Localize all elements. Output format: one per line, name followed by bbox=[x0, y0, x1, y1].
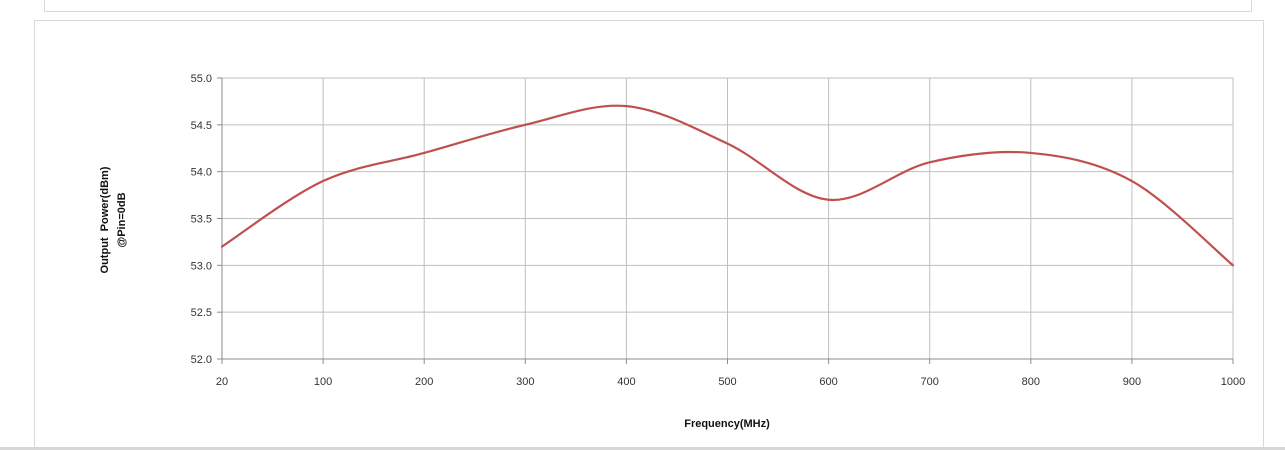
x-axis-title: Frequency(MHz) bbox=[684, 418, 770, 430]
x-tick-label: 700 bbox=[921, 376, 939, 388]
x-tick-label: 300 bbox=[516, 376, 534, 388]
series-line bbox=[220, 104, 1235, 267]
grid-lines bbox=[217, 77, 1234, 364]
x-tick-label: 900 bbox=[1123, 376, 1141, 388]
x-tick-label: 600 bbox=[819, 376, 837, 388]
x-tick-label: 500 bbox=[718, 376, 736, 388]
x-tick-label: 1000 bbox=[1221, 376, 1245, 388]
x-tick-label: 800 bbox=[1022, 376, 1040, 388]
y-tick-label: 52.5 bbox=[191, 307, 212, 319]
y-tick-labels: 55.0 54.5 54.0 53.5 53.0 52.5 52.0 bbox=[191, 73, 212, 366]
y-tick-label: 53.5 bbox=[191, 214, 212, 226]
x-tick-label: 200 bbox=[415, 376, 433, 388]
y-tick-label: 54.0 bbox=[191, 167, 212, 179]
y-axis-title-line-1: Output Power(dBm) bbox=[99, 166, 111, 273]
previous-panel-frame bbox=[44, 0, 1252, 12]
y-tick-label: 55.0 bbox=[191, 73, 212, 85]
y-tick-label: 54.5 bbox=[191, 120, 212, 132]
y-tick-label: 53.0 bbox=[191, 260, 212, 272]
bottom-divider bbox=[0, 447, 1285, 450]
x-tick-label: 20 bbox=[216, 376, 228, 388]
y-axis-title-line-2: @Pin=0dB bbox=[116, 192, 128, 247]
series-group bbox=[220, 104, 1235, 267]
y-tick-label: 52.0 bbox=[191, 354, 212, 366]
x-tick-labels: 20 100 200 300 400 500 600 700 800 900 1000 bbox=[216, 376, 1245, 388]
x-tick-label: 100 bbox=[314, 376, 332, 388]
x-tick-label: 400 bbox=[617, 376, 635, 388]
